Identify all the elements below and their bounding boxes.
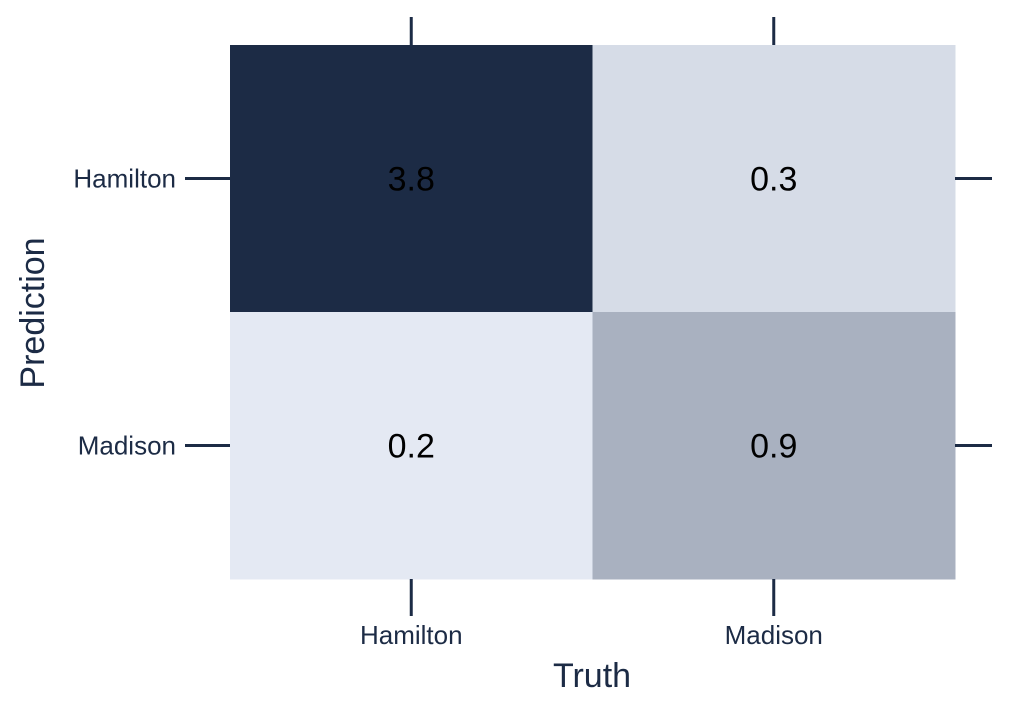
y-axis-title: Prediction xyxy=(14,237,52,388)
cell-value-label: 0.2 xyxy=(388,428,435,466)
x-tick-label: Madison xyxy=(725,620,823,650)
heatmap-cell-hamilton-hamilton xyxy=(230,45,593,313)
heatmap-cell-madison-madison xyxy=(592,312,956,580)
heatmap-cells xyxy=(230,45,956,580)
y-tick-label: Hamilton xyxy=(73,164,176,194)
axis-ticks xyxy=(185,17,992,616)
axis-tick-labels: Hamilton Madison Hamilton Madison xyxy=(73,164,822,651)
heatmap-cell-hamilton-madison xyxy=(592,45,956,313)
y-tick-label: Madison xyxy=(78,431,176,461)
heatmap-cell-labels: 3.8 0.3 0.2 0.9 xyxy=(388,161,798,466)
cell-value-label: 3.8 xyxy=(388,161,435,199)
cell-value-label: 0.3 xyxy=(750,161,797,199)
cell-value-label: 0.9 xyxy=(750,428,797,466)
heatmap-cell-madison-hamilton xyxy=(230,312,593,580)
x-tick-label: Hamilton xyxy=(360,620,463,650)
x-axis-title: Truth xyxy=(553,657,631,695)
